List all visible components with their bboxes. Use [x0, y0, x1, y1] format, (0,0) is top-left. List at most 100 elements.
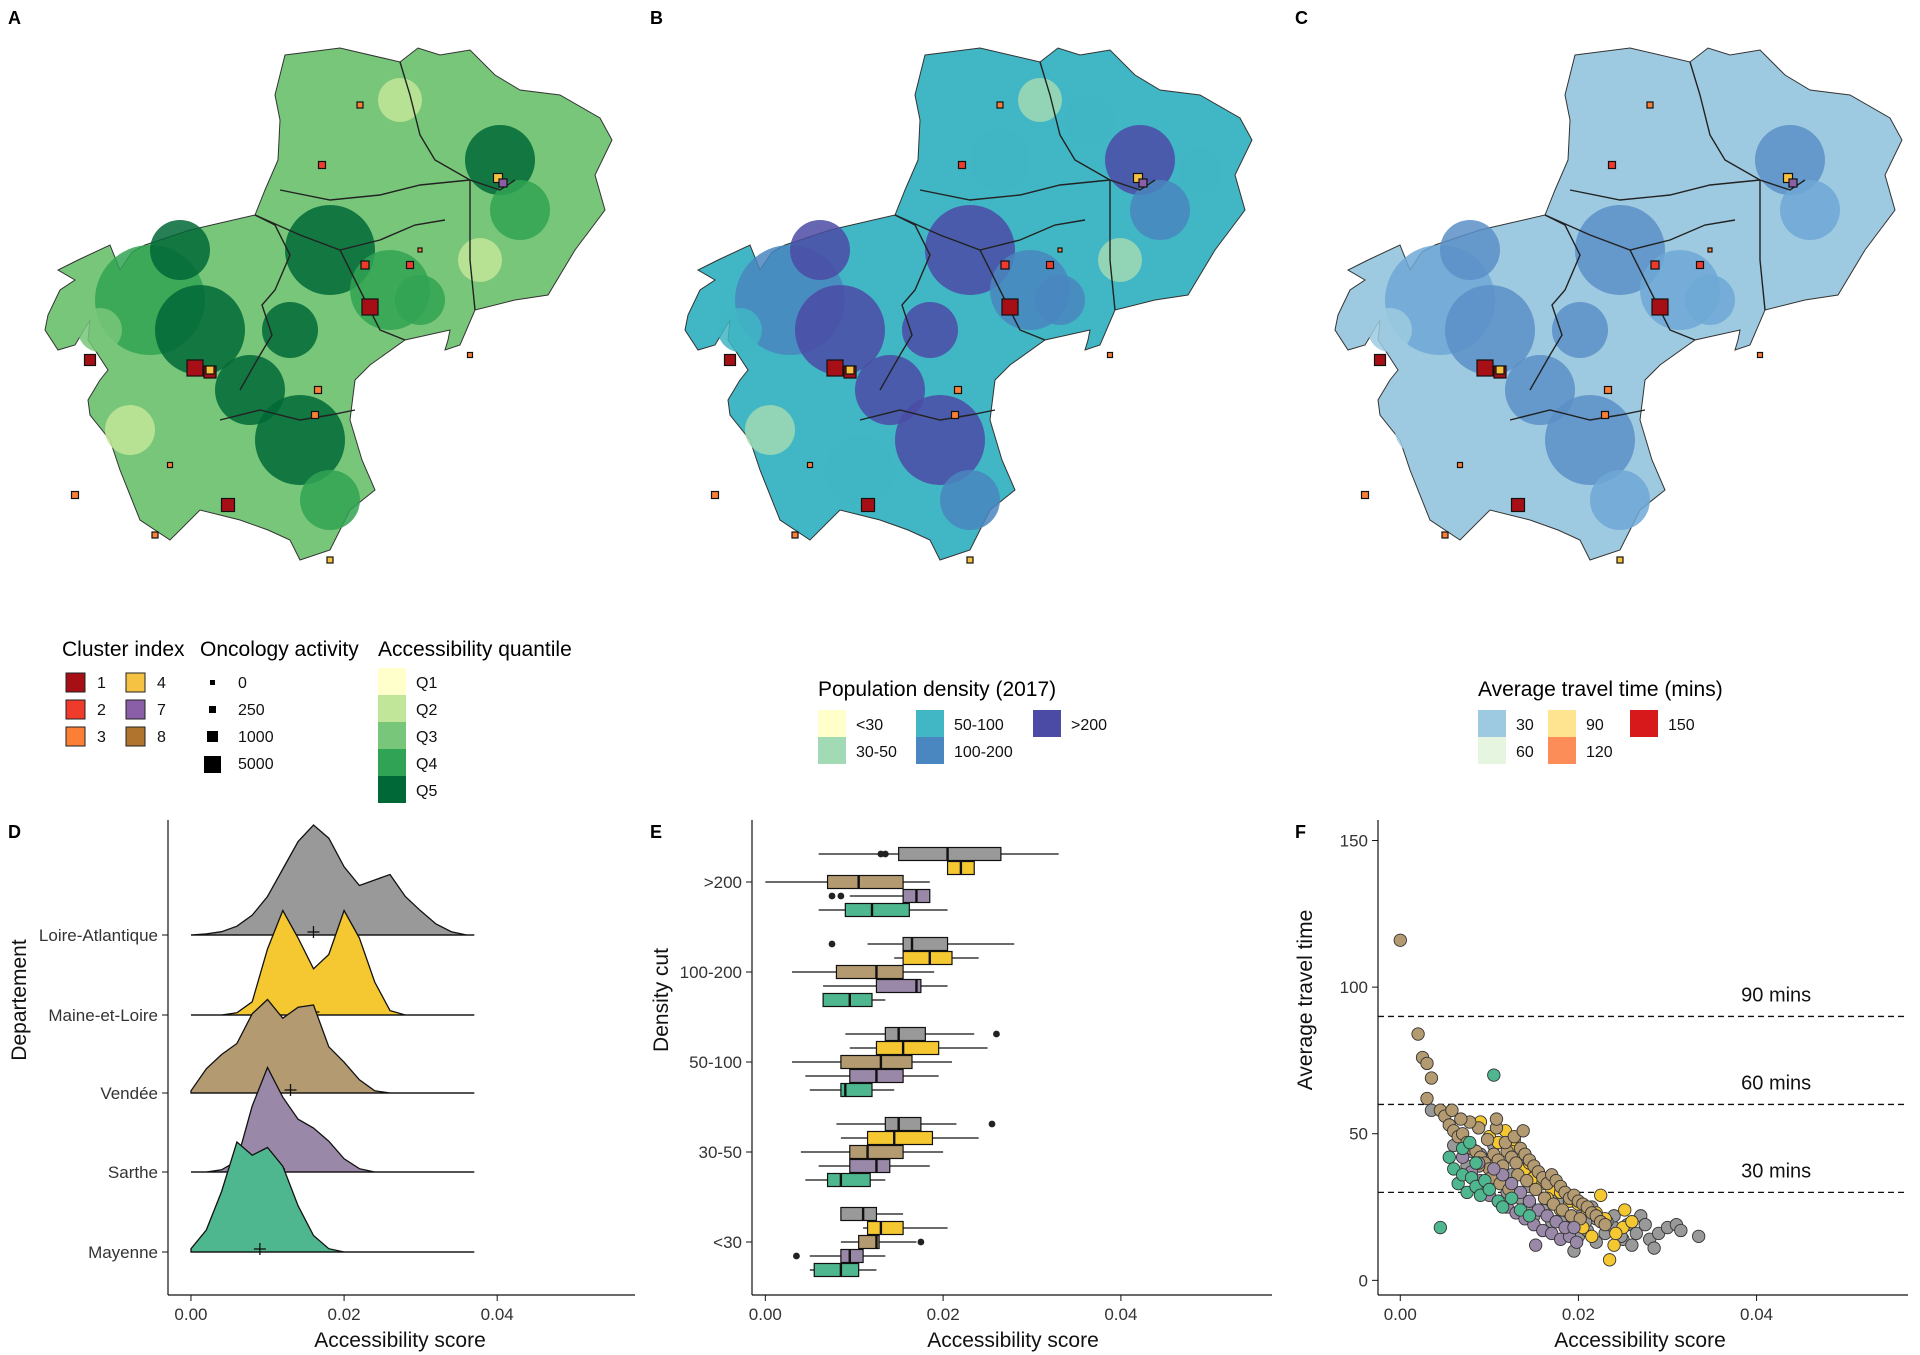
map-b-hospital-marker-6: [1138, 178, 1148, 188]
d-x-tick-label-1: 0.02: [328, 1305, 361, 1324]
legend-swatch-cluster-4: [125, 672, 146, 693]
map-b-area-3: [925, 205, 1015, 295]
map-b-area-11: [745, 405, 795, 455]
map-c-hospital-marker-9: [1600, 410, 1610, 420]
legend-size-250: [209, 706, 216, 713]
legend-label-density-30-50: 30-50: [856, 744, 897, 761]
e-box-9: [822, 992, 873, 1008]
map-c-hospital-marker-2: [1373, 353, 1387, 367]
map-c-area-9: [1590, 470, 1650, 530]
legend-size-1000: [207, 731, 218, 742]
f-point-mayenne-14: [1504, 1191, 1519, 1205]
e-box-12: [840, 1054, 913, 1070]
legend-label-activity-250: 250: [238, 702, 265, 719]
legend-swatch-density-100-200: [916, 737, 944, 764]
legend-label-activity-5000: 5000: [238, 756, 274, 773]
map-b-department-border-4: [919, 179, 1111, 201]
legend-label-q3: Q3: [416, 729, 437, 746]
f-y-tick-label-0: 0: [1359, 1271, 1368, 1290]
map-b-hospital-marker-18: [710, 490, 720, 500]
e-box-7: [835, 964, 904, 980]
boxplot-chart: Accessibility score Density cut >200 100-…: [650, 820, 1272, 1352]
legend-label-q5: Q5: [416, 783, 437, 800]
scatter-chart: Accessibility score Average travel time …: [1294, 820, 1908, 1352]
map-a-hospital-marker-3: [220, 497, 236, 513]
e-box-5: [902, 936, 949, 952]
map-c-hospital-marker-3: [1510, 497, 1526, 513]
map-c-hospital-marker-14: [1456, 461, 1464, 469]
d-ridge-loire-atlantique: [190, 824, 475, 936]
map-c-area-16: [1368, 308, 1412, 352]
legend-panel-a: Cluster index Oncology activity Accessib…: [62, 638, 572, 803]
legend-title-cluster: Cluster index: [62, 638, 185, 661]
map-a-area-10: [185, 435, 255, 505]
f-point-vendée-5: [1420, 1091, 1434, 1106]
map-a-hospital-marker-13: [356, 101, 364, 109]
map-b-hospital-marker-0: [826, 359, 844, 377]
map-c-hospital-marker-11: [1603, 385, 1613, 395]
map-a-hospital-marker-15: [205, 365, 215, 375]
legend-swatch-q4: [378, 749, 406, 776]
panel-label-a: A: [8, 8, 21, 28]
map-c-area-18: [1748, 238, 1792, 282]
map-c-department-border-3: [1689, 61, 1806, 191]
map-a-area-18: [458, 238, 502, 282]
map-a-area-7: [490, 180, 550, 240]
legend-swatch-q2: [378, 695, 406, 722]
legend-label-cluster-2: 2: [97, 702, 106, 719]
legend-label-travel-90: 90: [1586, 717, 1604, 734]
legend-swatch-travel-30: [1478, 710, 1506, 737]
map-b-area-9: [940, 470, 1000, 530]
map-a-area-11: [105, 405, 155, 455]
legend-swatch-cluster-3: [65, 726, 86, 747]
e-box-2: [826, 874, 904, 890]
map-c-area-15: [1440, 220, 1500, 280]
map-b-area-2: [855, 355, 925, 425]
map-c-area-3: [1575, 205, 1665, 295]
legend-swatch-density-50-100: [916, 710, 944, 737]
panel-label-c: C: [1295, 8, 1308, 28]
map-b-department-border-0: [879, 214, 931, 391]
f-point-maine-et-loire-21: [1594, 1188, 1608, 1202]
f-point-maine-et-loire-30: [1609, 1226, 1623, 1241]
map-c-area-14: [1828, 148, 1872, 192]
map-travel-time: [1334, 47, 1903, 564]
map-a-department-border-3: [399, 61, 516, 191]
map-c-department-border-6: [1509, 409, 1646, 421]
legend-label-cluster-7: 7: [157, 702, 166, 719]
e-box-22: [858, 1234, 880, 1250]
legend-swatch-q1: [378, 668, 406, 695]
legend-label-q1: Q1: [416, 675, 437, 692]
e-outlier-3-0: [828, 892, 836, 900]
e-outlier-22-0: [917, 1238, 925, 1246]
map-a-area-16: [78, 308, 122, 352]
f-point-vendée-52: [1445, 1103, 1459, 1117]
f-point-vendée-46: [1516, 1124, 1530, 1138]
legend-label-activity-0: 0: [238, 675, 247, 692]
map-c-department-border-4: [1569, 179, 1761, 201]
legend-swatch-cluster-8: [125, 726, 146, 747]
panel-label-b: B: [650, 8, 663, 28]
legend-swatch-travel-90: [1548, 710, 1576, 737]
legend-label-cluster-3: 3: [97, 729, 106, 746]
legend-title-travel: Average travel time (mins): [1478, 678, 1723, 701]
f-point-vendée-57: [1520, 1173, 1534, 1188]
map-c-area-8: [1545, 395, 1635, 485]
map-b-hospital-marker-15: [845, 365, 855, 375]
legend-swatch-cluster-7: [125, 699, 146, 720]
e-box-21: [866, 1220, 904, 1236]
map-b-hospital-marker-4: [1001, 298, 1019, 316]
e-box-18: [849, 1158, 891, 1174]
e-box-10: [884, 1026, 926, 1042]
f-point-sarthe-26: [1569, 1235, 1584, 1249]
map-a-area-5: [425, 95, 475, 145]
e-box-8: [875, 978, 922, 994]
map-b-department-border-1: [894, 214, 1086, 251]
d-x-axis-label: Accessibility score: [314, 1329, 486, 1352]
legend-label-q2: Q2: [416, 702, 437, 719]
map-a-department-border-4: [279, 179, 471, 201]
map-c-hospital-marker-16: [1756, 351, 1764, 359]
map-a-hospital-marker-12: [151, 531, 159, 539]
f-point-maine-et-loire-15: [1607, 1238, 1621, 1252]
map-b-area-17: [902, 302, 958, 358]
